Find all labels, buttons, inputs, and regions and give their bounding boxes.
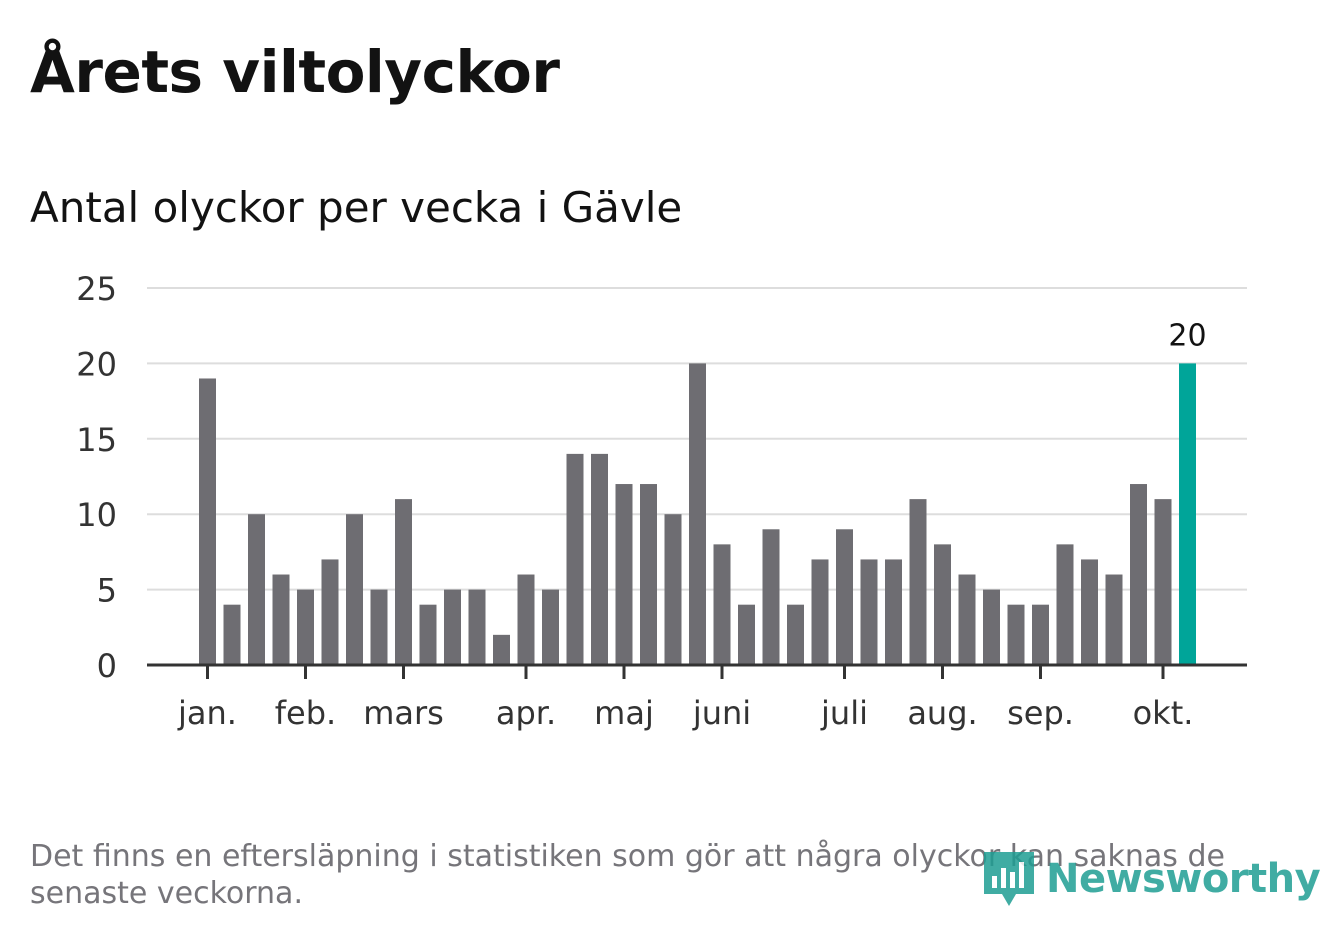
bar [1056, 544, 1074, 665]
bar [444, 589, 461, 665]
bar [542, 589, 559, 665]
bar-value-labels: 20 [1168, 318, 1206, 353]
bar [738, 604, 755, 665]
bar-highlighted [1179, 363, 1196, 665]
bar [321, 559, 339, 665]
bar [566, 453, 584, 665]
bar [1081, 559, 1098, 665]
x-axis [147, 663, 1247, 679]
bar [762, 529, 780, 665]
bar [934, 544, 951, 665]
bar [517, 574, 535, 665]
bar [811, 559, 829, 665]
bar [199, 378, 216, 665]
bar [297, 589, 314, 665]
newsworthy-logo: Newsworthy [980, 848, 1321, 910]
bar [1130, 484, 1147, 665]
bar [787, 604, 804, 665]
bar [591, 453, 608, 665]
y-tick-label: 15 [76, 421, 117, 459]
bar [1007, 604, 1025, 665]
y-axis-ticks: 0 5 10 15 20 25 [76, 270, 117, 685]
bar [272, 574, 290, 665]
bar [1032, 604, 1049, 665]
bar [493, 634, 510, 665]
bars [199, 363, 1196, 665]
bar [615, 484, 633, 665]
bar [346, 514, 363, 665]
bar [395, 499, 412, 665]
bar [1105, 574, 1123, 665]
x-axis-month-labels: jan. feb. mars apr. maj juni juli aug. sep. okt. [177, 694, 1193, 732]
month-label: okt. [1133, 694, 1194, 732]
month-label: juni [692, 694, 751, 732]
y-tick-label: 25 [76, 270, 117, 308]
bar [248, 514, 265, 665]
bar [640, 484, 657, 665]
bar [909, 499, 927, 665]
bar [958, 574, 976, 665]
bar [1154, 499, 1172, 665]
bar-chart: 0 5 10 15 20 25 jan. feb. mars apr. maj juni juli au… [76, 270, 1247, 732]
month-label: aug. [907, 694, 977, 732]
month-label: mars [363, 694, 444, 732]
bar [860, 559, 878, 665]
bar [713, 544, 731, 665]
bar-chart-pin-icon [984, 852, 1034, 906]
month-label: jan. [177, 694, 237, 732]
bar [419, 604, 437, 665]
bar [370, 589, 388, 665]
bar [885, 559, 902, 665]
month-label: maj [594, 694, 654, 732]
y-tick-label: 20 [76, 345, 117, 383]
month-label: juli [820, 694, 868, 732]
y-tick-label: 5 [97, 572, 117, 610]
y-tick-label: 0 [97, 647, 117, 685]
logo-text: Newsworthy [1046, 856, 1321, 902]
last-value-label: 20 [1168, 318, 1206, 353]
month-label: apr. [496, 694, 556, 732]
month-label: feb. [275, 694, 336, 732]
bar [836, 529, 853, 665]
bar [664, 514, 682, 665]
bar [689, 363, 706, 665]
y-tick-label: 10 [76, 496, 117, 534]
chart-title: Årets viltolyckor [30, 38, 560, 106]
bar [223, 604, 241, 665]
bar [983, 589, 1000, 665]
month-label: sep. [1007, 694, 1074, 732]
chart-subtitle: Antal olyckor per vecka i Gävle [30, 183, 683, 232]
bar [468, 589, 486, 665]
